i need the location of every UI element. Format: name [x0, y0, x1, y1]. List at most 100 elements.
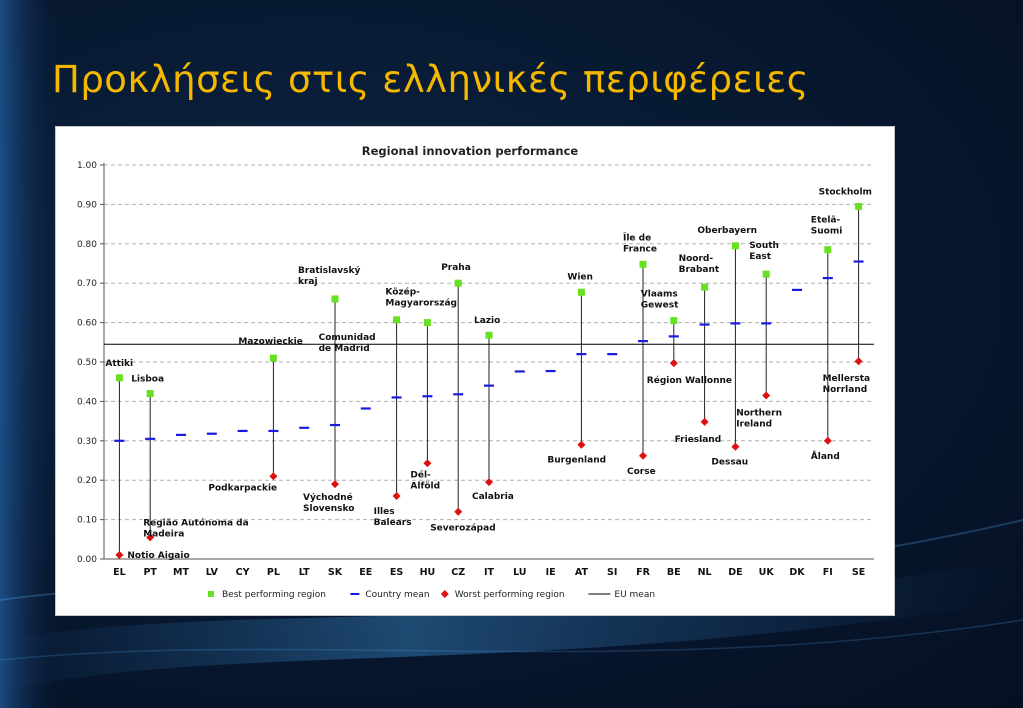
- region-label: Severozápad: [430, 524, 495, 534]
- chart-frame: Regional innovation performance 0.00 0.10…: [55, 126, 895, 616]
- range-stems: [118, 206, 860, 556]
- x-axis-ticks: EL PT MT LV CY PL LT SK EE ES HU CZ IT LU IE AT SI FR BE NL…: [113, 567, 865, 578]
- y-tick-label: 1.00: [77, 161, 97, 171]
- best-region-marker: [824, 246, 832, 254]
- worst-region-marker: [331, 480, 339, 489]
- y-tick-label: 0.10: [77, 516, 97, 526]
- worst-region-marker: [146, 533, 155, 542]
- x-tick-label: AT: [575, 567, 589, 578]
- best-region-marker: [577, 288, 585, 296]
- best-region-marker: [146, 390, 154, 398]
- best-region-marker: [485, 331, 493, 339]
- worst-region-marker: [669, 359, 678, 368]
- y-tick-label: 0.70: [77, 279, 97, 289]
- x-tick-label: PL: [267, 567, 280, 578]
- region-label: Attiki: [105, 359, 133, 369]
- y-tick-label: 0.30: [77, 437, 97, 447]
- region-label: Mellersta Norrland: [823, 374, 871, 395]
- region-label: Bratislavský kraj: [298, 266, 360, 287]
- region-label: Corse: [627, 467, 656, 477]
- x-tick-label: SI: [607, 567, 617, 578]
- x-tick-label: FI: [823, 567, 833, 578]
- worst-region-marker: [731, 442, 740, 451]
- x-tick-label: IE: [546, 567, 556, 578]
- country-means: [114, 260, 864, 442]
- region-label: Oberbayern: [697, 226, 757, 236]
- worst-region-marker: [762, 391, 771, 400]
- best-region-marker: [115, 374, 123, 382]
- region-label: Região Autónoma da Madeira: [143, 517, 249, 539]
- x-tick-label: HU: [420, 567, 436, 578]
- worst-region-marker: [639, 451, 647, 460]
- best-region-marker: [731, 242, 739, 250]
- region-label: South East: [749, 241, 779, 262]
- best-region-marker: [670, 317, 678, 325]
- region-label: Podkarpackie: [208, 483, 277, 493]
- region-label: Northern Ireland: [736, 408, 782, 429]
- x-tick-label: FR: [636, 567, 650, 578]
- innovation-chart: Regional innovation performance 0.00 0.10…: [77, 144, 874, 600]
- best-region-marker: [855, 202, 863, 210]
- slide-title: Προκλήσεις στις ελληνικές περιφέρειες: [52, 58, 809, 101]
- region-label: Mazowieckie: [238, 337, 302, 347]
- x-tick-label: EL: [113, 567, 126, 578]
- x-tick-label: PT: [143, 567, 157, 578]
- region-label: Burgenland: [547, 456, 606, 466]
- legend-swatch-best: [208, 591, 214, 597]
- x-tick-label: CY: [236, 567, 250, 578]
- y-axis-ticks: 0.00 0.10 0.20 0.30 0.40 0.50 0.60 0.70 0.80 0.90…: [77, 161, 104, 565]
- y-tick-label: 0.40: [77, 397, 97, 407]
- region-label: Közép-Magyarország: [385, 287, 457, 309]
- worst-region-marker: [454, 507, 463, 516]
- region-label: Vlaams Gewest: [641, 290, 679, 311]
- region-label: Lazio: [474, 316, 500, 326]
- legend-swatch-worst: [440, 590, 449, 598]
- best-region-marker: [269, 354, 277, 362]
- x-tick-label: MT: [173, 567, 189, 578]
- legend-label: Best performing region: [222, 590, 326, 600]
- x-tick-label: BE: [667, 567, 681, 578]
- best-region-marker: [701, 283, 709, 291]
- best-region-marker: [639, 260, 647, 268]
- best-markers: [115, 202, 863, 398]
- region-label: Illes Balears: [374, 507, 412, 528]
- region-label: Calabria: [472, 492, 514, 502]
- y-tick-label: 0.80: [77, 240, 97, 250]
- x-tick-label: EE: [359, 567, 372, 578]
- best-region-marker: [762, 270, 770, 278]
- y-tick-label: 0.60: [77, 319, 97, 329]
- worst-region-marker: [392, 491, 401, 500]
- region-label: Île de France: [623, 231, 657, 254]
- region-label: Notio Aigaio: [127, 551, 189, 561]
- region-label: Noord-Brabant: [679, 254, 720, 275]
- best-region-marker: [423, 319, 431, 327]
- x-tick-label: NL: [698, 567, 712, 578]
- y-tick-label: 0.20: [77, 476, 97, 486]
- legend-label: Country mean: [365, 590, 429, 600]
- worst-region-marker: [485, 478, 493, 487]
- y-tick-label: 0.90: [77, 200, 97, 210]
- region-label: Východné Slovensko: [303, 492, 354, 514]
- legend-label: EU mean: [614, 590, 655, 600]
- region-label: Lisboa: [131, 375, 164, 385]
- region-label: Stockholm: [819, 187, 872, 197]
- best-region-marker: [393, 316, 401, 324]
- x-tick-label: LT: [299, 567, 310, 578]
- region-label: Friesland: [675, 435, 722, 445]
- worst-region-marker: [700, 417, 709, 426]
- region-label: Åland: [811, 451, 840, 462]
- region-label: Dessau: [711, 458, 748, 468]
- x-tick-label: SE: [852, 567, 865, 578]
- region-label: Comunidad de Madrid: [319, 333, 376, 354]
- region-label: Dél-Alföld: [410, 469, 440, 491]
- y-tick-label: 0.00: [77, 555, 97, 565]
- x-tick-label: LU: [513, 567, 526, 578]
- best-region-marker: [331, 295, 339, 303]
- worst-region-marker: [269, 472, 278, 481]
- region-labels: Attiki Notio Aigaio Lisboa Região Autónoma …: [105, 187, 872, 561]
- region-label: Wien: [567, 272, 593, 282]
- x-tick-label: CZ: [451, 567, 465, 578]
- best-region-marker: [454, 279, 462, 287]
- worst-region-marker: [423, 459, 432, 468]
